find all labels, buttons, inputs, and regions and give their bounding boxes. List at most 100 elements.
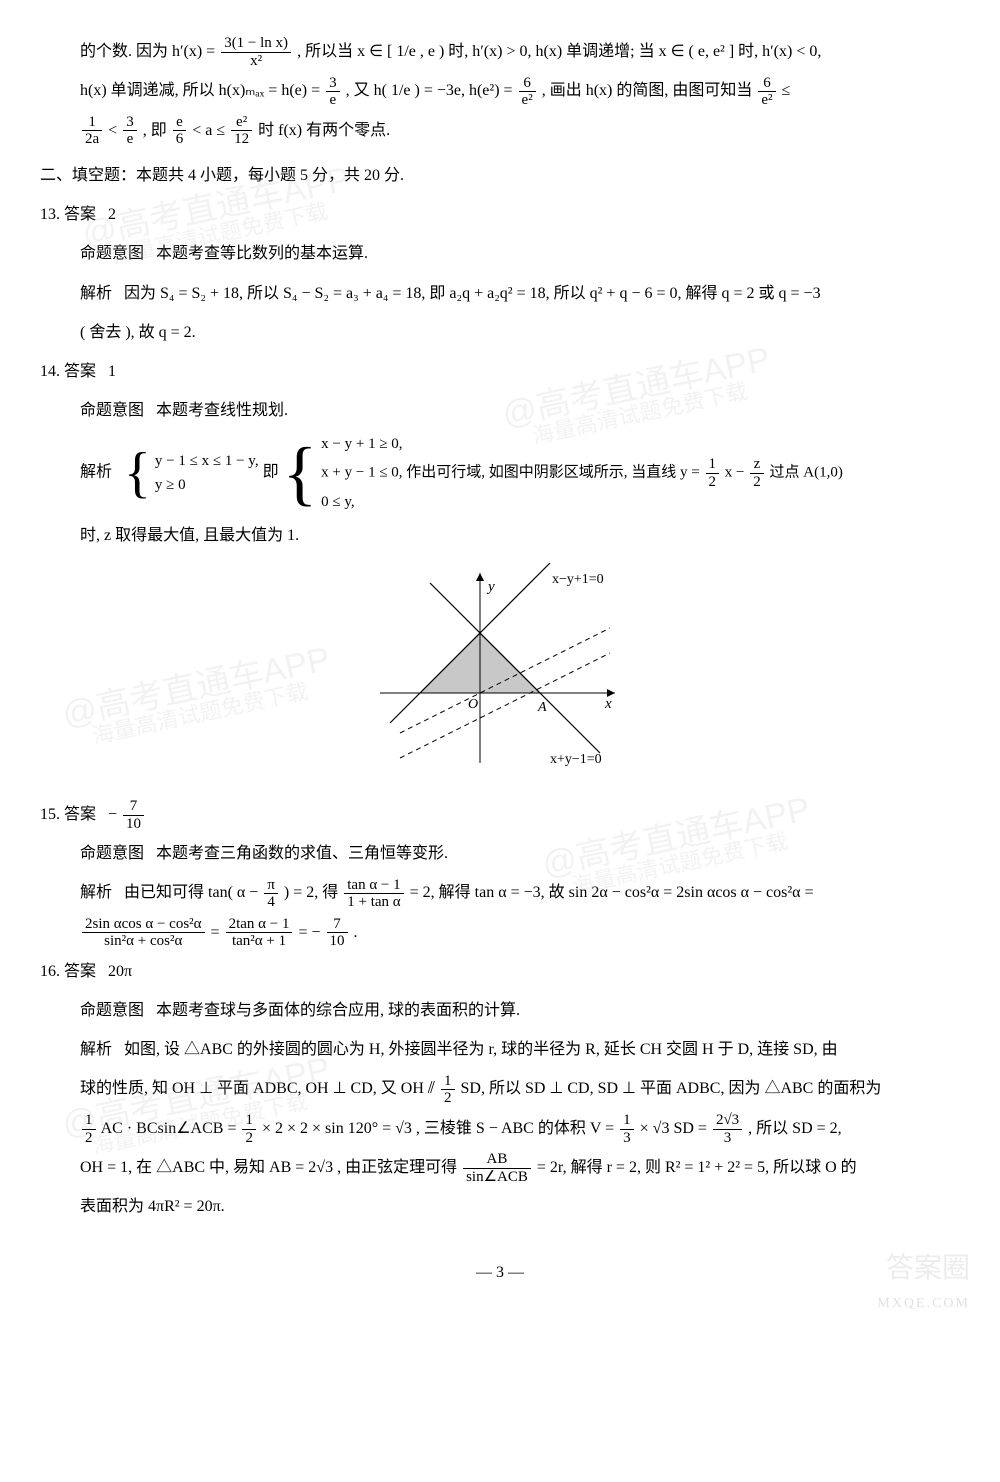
numer: 1 <box>620 1112 634 1130</box>
q15-solution-1: 解析 由已知可得 tan( α − π4 ) = 2, 得 tan α − 11… <box>40 875 960 910</box>
text: OH = 1, 在 △ABC 中, 易知 AB = 2√3 , 由正弦定理可得 <box>80 1159 461 1176</box>
denom: e <box>123 131 137 148</box>
intent-label: 命题意图 <box>80 845 144 862</box>
q14-answer: 14. 答案 1 <box>40 354 960 389</box>
numer: 6 <box>519 75 536 93</box>
denom: sin²α + cos²α <box>82 933 205 950</box>
numer: e <box>173 114 187 132</box>
answer-value: 2 <box>108 206 116 223</box>
denom: 2 <box>82 1130 96 1147</box>
denom: 2 <box>441 1090 455 1107</box>
denom: e² <box>758 92 775 109</box>
q16-number: 16. <box>40 954 60 989</box>
numer: 2tan α − 1 <box>226 916 293 934</box>
text: < <box>108 122 121 139</box>
numer: e² <box>231 114 252 132</box>
denom: 2 <box>706 474 720 491</box>
answer-value: 1 <box>108 363 116 380</box>
brace-group-1: { y − 1 ≤ x ≤ 1 − y, y ≥ 0 <box>124 449 259 497</box>
dashed-line <box>400 628 610 733</box>
q14-figure: y x O A x−y+1=0 x+y−1=0 <box>40 563 960 786</box>
text: 球的性质, 知 OH ⊥ 平面 ADBC, OH ⊥ CD, 又 OH ⫽ <box>80 1080 439 1097</box>
q13-answer: 13. 答案 2 <box>40 197 960 232</box>
text: 的个数. 因为 h′(x) = <box>80 43 219 60</box>
text: , 即 <box>143 122 171 139</box>
solution-label: 解析 <box>80 884 112 901</box>
fraction: 3(1 − ln x) x² <box>221 35 291 69</box>
q16-solution-5: 表面积为 4πR² = 20π. <box>40 1189 960 1224</box>
text: < a ≤ <box>192 122 229 139</box>
fraction: 3e <box>123 114 137 148</box>
text: 时 f(x) 有两个零点. <box>258 122 390 139</box>
fraction: 6e² <box>758 75 775 109</box>
intent-text: 本题考查球与多面体的综合应用, 球的表面积的计算. <box>156 1002 520 1019</box>
q13-number: 13. <box>40 197 60 232</box>
intent-label: 命题意图 <box>80 1002 144 1019</box>
numer: 7 <box>327 916 348 934</box>
q12-line3: 12a < 3e , 即 e6 < a ≤ e²12 时 f(x) 有两个零点. <box>40 113 960 148</box>
numer: 2sin αcos α − cos²α <box>82 916 205 934</box>
q14-intent: 命题意图 本题考查线性规划. <box>40 393 960 428</box>
y-axis-label: y <box>486 579 495 595</box>
fraction: 710 <box>327 916 348 950</box>
numer: 3 <box>326 75 340 93</box>
text: , 所以当 x ∈ [ 1/e , e ) 时, h′(x) > 0, h(x)… <box>297 43 821 60</box>
denom: 2 <box>242 1130 256 1147</box>
text: , 画出 h(x) 的简图, 由图可知当 <box>542 82 757 99</box>
q15-intent: 命题意图 本题考查三角函数的求值、三角恒等变形. <box>40 836 960 871</box>
q12-line2: h(x) 单调递减, 所以 h(x)ₘₐₓ = h(e) = 3e , 又 h(… <box>40 73 960 108</box>
q14-number: 14. <box>40 354 60 389</box>
brace-line: y − 1 ≤ x ≤ 1 − y, <box>155 453 259 469</box>
fraction: 12 <box>441 1073 455 1107</box>
section-2-header: 二、填空题：本题共 4 小题，每小题 5 分，共 20 分. <box>40 158 960 193</box>
solution-label: 解析 <box>80 285 112 302</box>
text: 因为 S₄ = S₂ + 18, 所以 S₄ − S₂ = a₃ + a₄ = … <box>124 285 821 302</box>
linear-programming-graph: y x O A x−y+1=0 x+y−1=0 <box>370 563 630 773</box>
fraction: 710 <box>123 798 144 832</box>
q16-solution-4: OH = 1, 在 △ABC 中, 易知 AB = 2√3 , 由正弦定理可得 … <box>40 1150 960 1185</box>
text: , 又 h( 1/e ) = −3e, h(e²) = <box>346 82 517 99</box>
denom: 12 <box>231 131 252 148</box>
denom: 3 <box>713 1130 742 1147</box>
text: ≤ <box>782 82 791 99</box>
q13-solution-1: 解析 因为 S₄ = S₂ + 18, 所以 S₄ − S₂ = a₃ + a₄… <box>40 276 960 311</box>
text: 即 <box>263 464 283 481</box>
numer: 3 <box>123 114 137 132</box>
fraction: π4 <box>264 877 278 911</box>
fraction: 2tan α − 1tan²α + 1 <box>226 916 293 950</box>
numer: 7 <box>123 798 144 816</box>
denom: 6 <box>173 131 187 148</box>
brace-line: 0 ≤ y, <box>321 494 355 510</box>
q15-number: 15. <box>40 797 60 832</box>
text: = 2r, 解得 r = 2, 则 R² = 1² + 2² = 5, 所以球 … <box>537 1159 857 1176</box>
q16-solution-2: 球的性质, 知 OH ⊥ 平面 ADBC, OH ⊥ CD, 又 OH ⫽ 12… <box>40 1071 960 1106</box>
origin-label: O <box>468 697 478 712</box>
intent-text: 本题考查等比数列的基本运算. <box>156 245 368 262</box>
solution-label: 解析 <box>80 464 112 481</box>
corner-watermark-2: MXQE.COM <box>877 1289 970 1320</box>
fraction: 12 <box>242 1112 256 1146</box>
brace-line: x − y + 1 ≥ 0, <box>321 436 402 452</box>
text: SD, 所以 SD ⊥ CD, SD ⊥ 平面 ADBC, 因为 △ABC 的面… <box>461 1080 882 1097</box>
text: = − <box>298 924 324 941</box>
numer: 2√3 <box>713 1112 742 1130</box>
solution-label: 解析 <box>80 1041 112 1058</box>
numer: 3(1 − ln x) <box>221 35 291 53</box>
q16-answer: 16. 答案 20π <box>40 954 960 989</box>
text: ) = 2, 得 <box>284 884 342 901</box>
fraction: 13 <box>620 1112 634 1146</box>
page-number: — 3 — <box>40 1255 960 1290</box>
answer-label: 答案 <box>64 963 96 980</box>
intent-text: 本题考查三角函数的求值、三角恒等变形. <box>156 845 448 862</box>
text: h(x) 单调递减, 所以 h(x)ₘₐₓ = h(e) = <box>80 82 324 99</box>
numer: z <box>750 456 764 474</box>
text: AC · BCsin∠ACB = <box>101 1120 241 1137</box>
answer-label: 答案 <box>64 363 96 380</box>
intent-text: 本题考查线性规划. <box>156 402 288 419</box>
text: 由已知可得 tan( α − <box>124 884 262 901</box>
denom: 1 + tan α <box>344 894 403 911</box>
fraction: 12 <box>82 1112 96 1146</box>
denom: 2 <box>750 474 764 491</box>
numer: 1 <box>242 1112 256 1130</box>
q15-solution-2: 2sin αcos α − cos²αsin²α + cos²α = 2tan … <box>40 915 960 950</box>
